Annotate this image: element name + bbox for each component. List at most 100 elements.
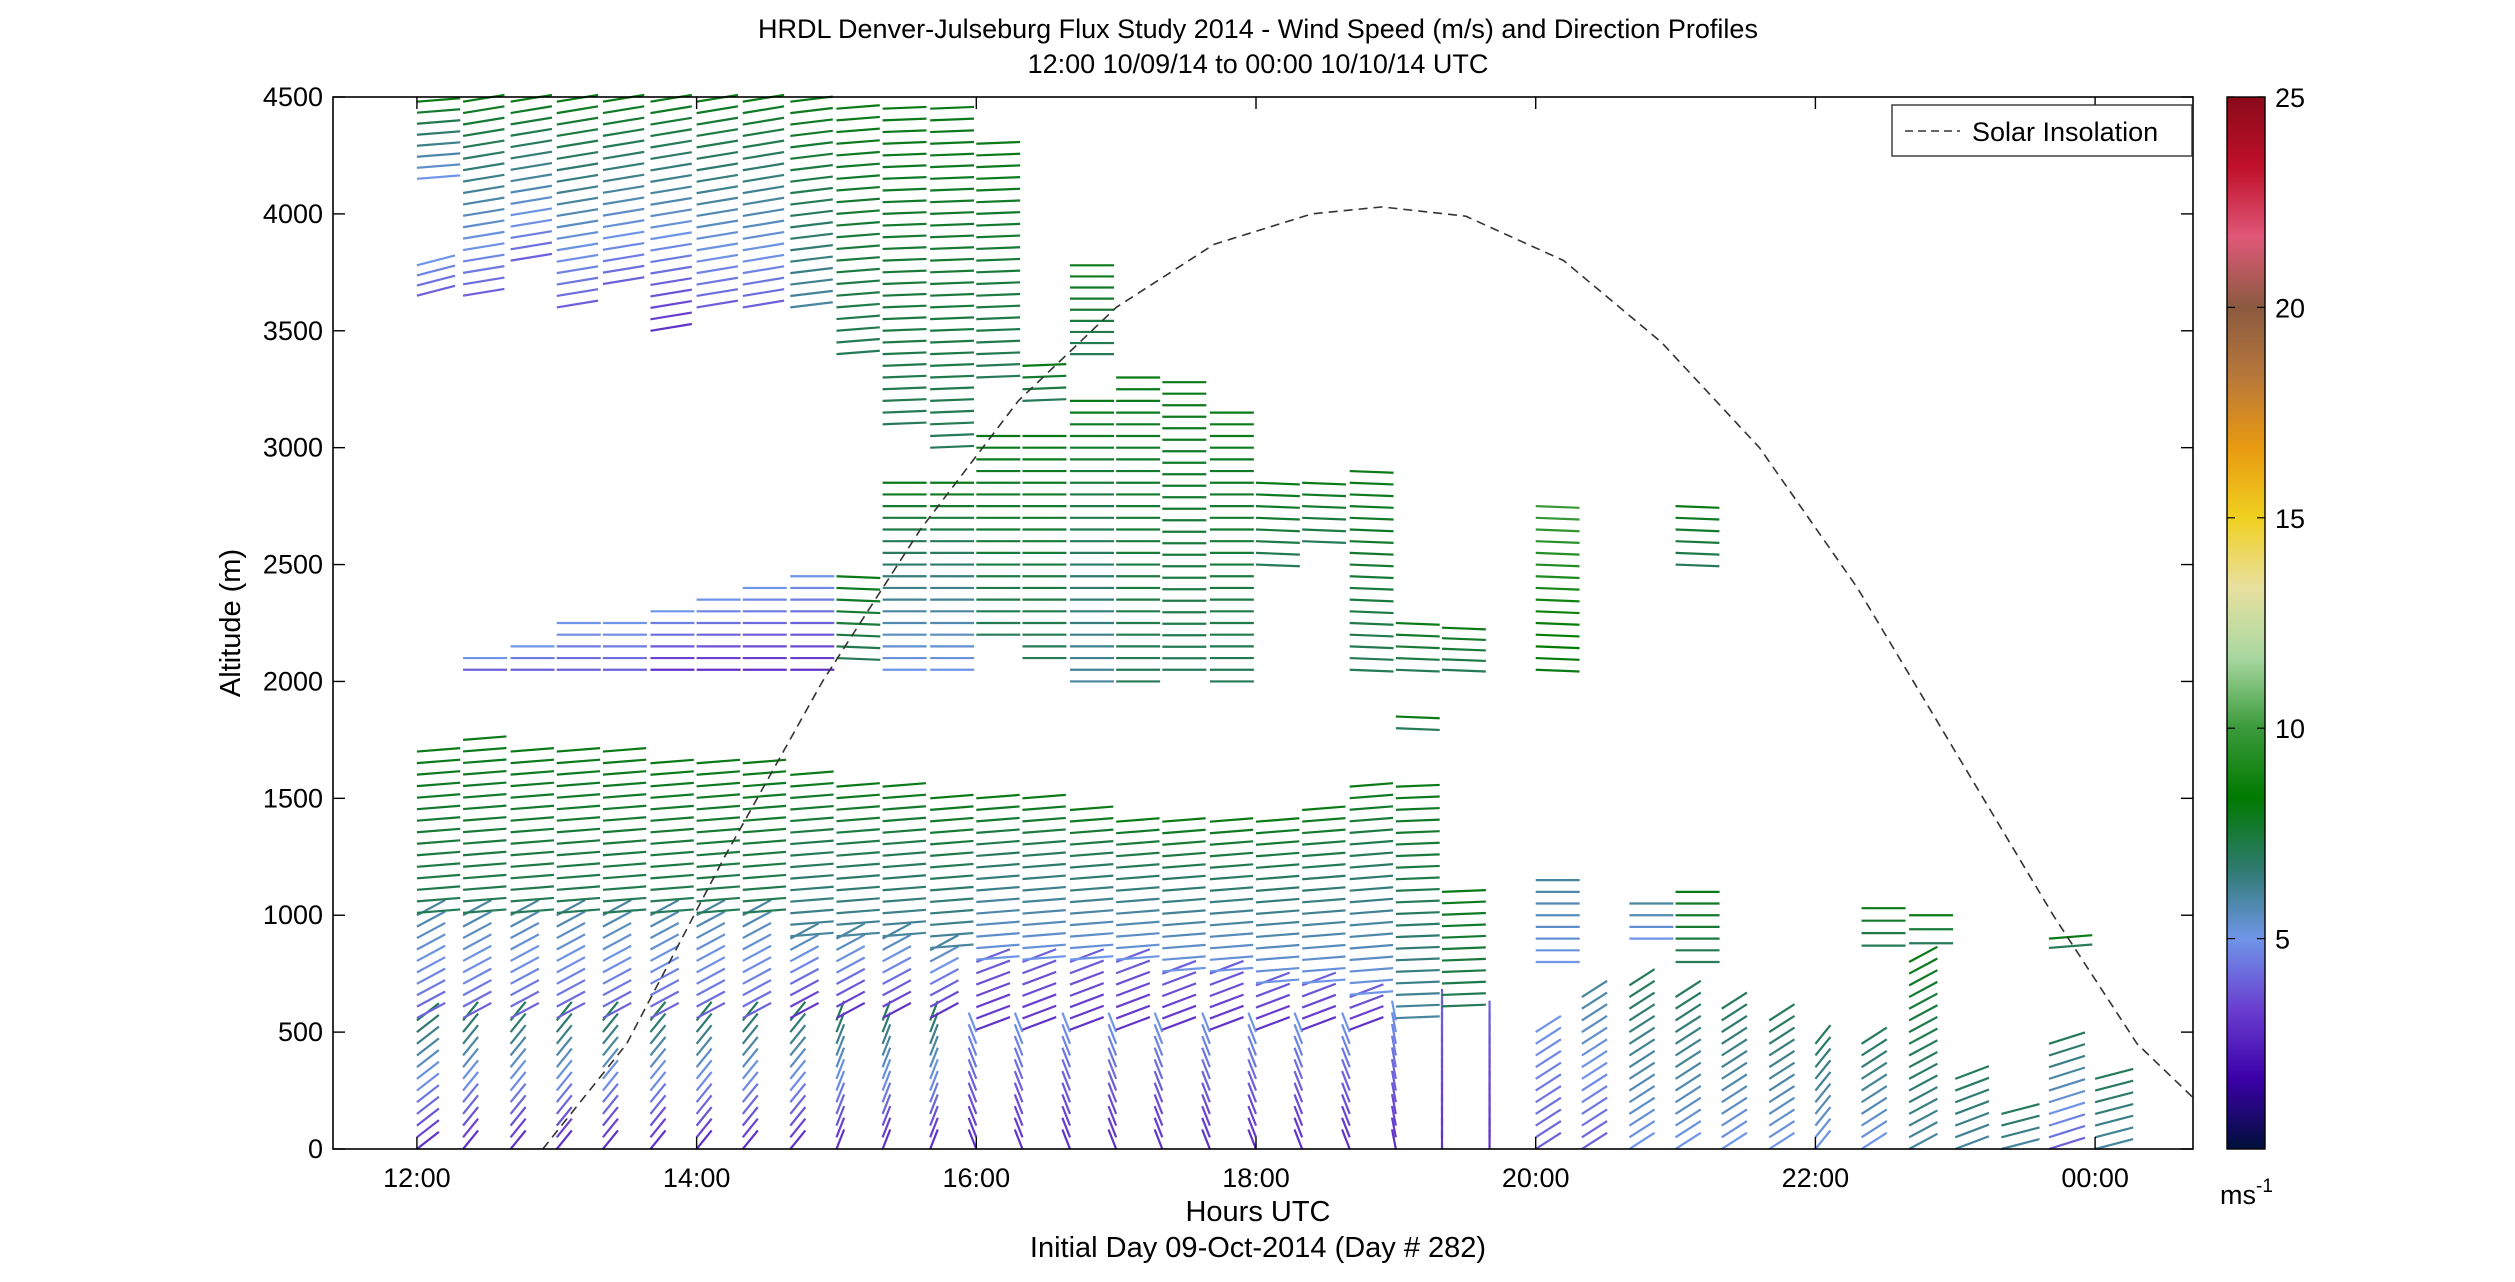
wind-barb: [1161, 971, 1197, 986]
wind-barb: [509, 1106, 527, 1127]
wind-barb: [790, 839, 834, 846]
wind-barb: [556, 967, 586, 985]
wind-barb: [696, 967, 726, 985]
wind-barb: [882, 374, 927, 379]
wind-barb: [416, 1084, 440, 1104]
wind-barb: [742, 956, 772, 974]
wind-barb: [1107, 1094, 1118, 1115]
wind-barb: [1908, 1062, 1938, 1080]
wind-barb: [696, 770, 741, 776]
wind-barb: [696, 299, 739, 309]
wind-barb: [1013, 1105, 1024, 1127]
wind-barb: [836, 931, 880, 938]
wind-barb: [696, 804, 741, 811]
wind-barb: [1116, 886, 1160, 892]
wind-barb: [789, 1094, 807, 1115]
wind-barb: [742, 242, 785, 252]
wind-barb: [1674, 979, 1702, 998]
wind-barb: [976, 920, 1020, 927]
wind-barb: [649, 990, 680, 1008]
wind-barb: [1535, 1085, 1562, 1104]
wind-barb: [556, 128, 599, 138]
wind-barb: [1349, 967, 1394, 973]
wind-barb: [602, 908, 647, 914]
wind-barb: [742, 93, 785, 103]
wind-barb: [976, 839, 1020, 846]
wind-barb: [1061, 1070, 1072, 1091]
y-axis-label: Altitude (m): [215, 549, 247, 697]
wind-barb: [1302, 516, 1347, 521]
wind-barb: [416, 1072, 440, 1092]
wind-barb: [1341, 1082, 1351, 1103]
wind-barb: [1341, 1058, 1351, 1080]
wind-barb: [967, 1094, 978, 1115]
wind-barb: [790, 198, 833, 206]
wind-barb: [789, 956, 820, 974]
wind-barb: [556, 921, 586, 940]
wind-barb: [882, 908, 927, 915]
wind-barb: [1349, 851, 1394, 858]
wind-barb: [976, 327, 1021, 332]
wind-barb: [1768, 1120, 1796, 1139]
wind-barb: [510, 105, 553, 115]
wind-barb: [695, 1059, 713, 1080]
wind-barb: [462, 979, 492, 997]
wind-barb: [510, 747, 555, 753]
wind-barb: [742, 908, 787, 914]
wind-barb: [1860, 1073, 1888, 1092]
wind-barb: [1349, 863, 1394, 869]
wind-barb: [742, 885, 787, 891]
wind-barb: [742, 979, 772, 997]
wind-barb: [649, 979, 680, 997]
wind-barb: [696, 933, 726, 951]
wind-barb: [1116, 851, 1160, 858]
wind-barb: [1116, 817, 1160, 823]
wind-barb: [602, 139, 645, 149]
wind-barb: [836, 104, 880, 110]
wind-barb: [790, 289, 833, 298]
wind-barb: [556, 747, 601, 753]
wind-barb: [1162, 886, 1206, 892]
wind-barb: [1302, 851, 1346, 858]
wind-barb: [742, 933, 772, 951]
wind-barb: [1255, 840, 1300, 846]
wind-barb: [416, 979, 446, 997]
wind-barb: [1860, 1085, 1888, 1104]
wind-barb: [1201, 1047, 1211, 1068]
wind-barb: [649, 921, 680, 940]
wind-barb: [2048, 1054, 2086, 1069]
wind-barb: [416, 1060, 440, 1080]
wind-barb: [930, 269, 975, 274]
wind-barb: [1395, 715, 1440, 720]
wind-barb: [976, 140, 1021, 145]
wind-barb: [930, 862, 974, 869]
wind-barb: [1768, 1050, 1796, 1069]
wind-barb: [1302, 897, 1346, 904]
wind-barb: [1107, 1047, 1118, 1068]
wind-barb: [602, 116, 645, 126]
wind-barb: [462, 746, 507, 753]
wind-barb: [1116, 943, 1160, 950]
wind-barb: [976, 862, 1020, 869]
wind-barb: [790, 118, 833, 126]
wind-barb: [1293, 1129, 1304, 1150]
wind-barb: [929, 1001, 959, 1020]
wind-barb: [836, 874, 880, 880]
wind-barb: [976, 885, 1020, 892]
wind-barb: [555, 1106, 573, 1127]
wind-barb: [1628, 1003, 1656, 1022]
wind-barb: [650, 254, 692, 264]
wind-barb: [742, 150, 785, 160]
wind-barb: [1293, 1023, 1304, 1045]
wind-barb: [930, 152, 975, 157]
wind-barb: [1247, 1117, 1258, 1138]
wind-barb: [1153, 1012, 1164, 1033]
wind-barb: [1349, 469, 1394, 474]
wind-barb: [1162, 943, 1206, 950]
wind-barb: [1301, 982, 1337, 998]
wind-barb: [509, 1082, 527, 1103]
wind-barb: [2001, 1138, 2040, 1151]
wind-barb: [836, 174, 880, 180]
wind-barb: [416, 274, 456, 287]
